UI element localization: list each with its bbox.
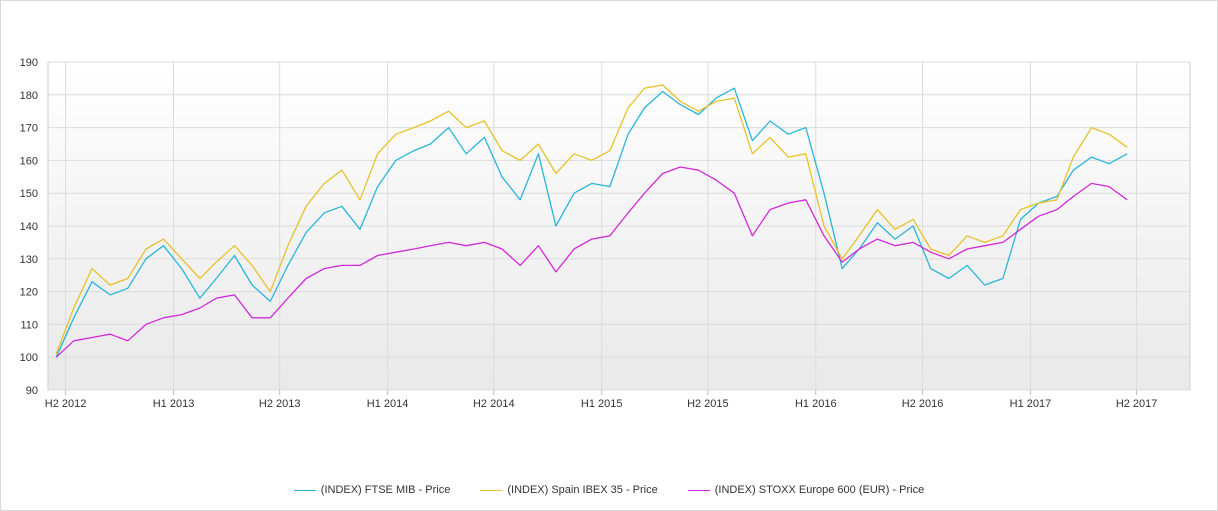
x-tick-label: H2 2015 [687,398,729,410]
legend-swatch-icon [293,489,316,491]
x-tick-label: H2 2012 [45,398,87,410]
x-tick-label: H2 2014 [473,398,515,410]
series-layer [55,84,1128,358]
y-tick-label: 190 [20,57,38,69]
x-tick-label: H1 2015 [581,398,623,410]
y-axis: 90 100 110 120 130 140 150 160 170 180 190 [20,57,38,397]
y-tick-label: 140 [20,221,38,233]
x-axis: H2 2012 H1 2013 H2 2013 H1 2014 H2 2014 H1 20… [45,390,1158,410]
legend-swatch-icon [480,489,503,491]
x-tick-label: H2 2016 [902,398,944,410]
y-tick-label: 100 [20,352,38,364]
legend: (INDEX) FTSE MIB - Price (INDEX) Spain IB… [0,484,1218,496]
legend-label: (INDEX) Spain IBEX 35 - Price [507,484,658,496]
grid [48,61,1190,391]
x-tick-label: H1 2014 [367,398,409,410]
y-tick-label: 180 [20,90,38,102]
x-tick-label: H1 2017 [1010,398,1052,410]
x-tick-label: H2 2013 [259,398,301,410]
y-tick-label: 110 [20,319,38,331]
legend-item-0[interactable]: (INDEX) FTSE MIB - Price [293,484,451,496]
series-line-0 [55,87,1128,358]
y-tick-label: 170 [20,123,38,135]
line-chart: 90 100 110 120 130 140 150 160 170 180 190 H2 2012… [20,57,1191,410]
y-tick-label: 90 [26,385,38,397]
y-tick-label: 160 [20,155,38,167]
legend-label: (INDEX) FTSE MIB - Price [320,484,451,496]
x-tick-label: H1 2016 [795,398,837,410]
series-line-2 [55,166,1128,358]
series-line-1 [55,84,1128,355]
legend-item-2[interactable]: (INDEX) STOXX Europe 600 (EUR) - Price [687,484,925,496]
x-tick-label: H1 2013 [153,398,195,410]
y-tick-label: 130 [20,254,38,266]
legend-label: (INDEX) STOXX Europe 600 (EUR) - Price [714,484,925,496]
legend-swatch-icon [687,489,710,491]
x-tick-label: H2 2017 [1116,398,1158,410]
legend-item-1[interactable]: (INDEX) Spain IBEX 35 - Price [480,484,658,496]
y-tick-label: 150 [20,188,38,200]
y-tick-label: 120 [20,287,38,299]
